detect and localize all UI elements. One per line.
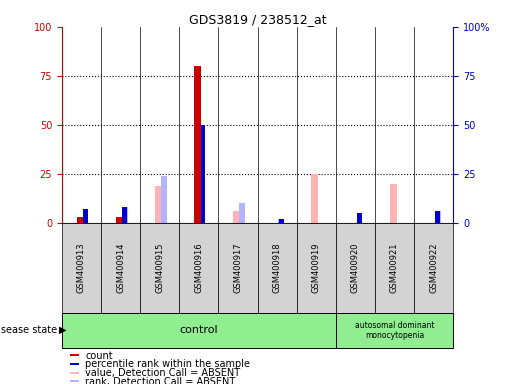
Text: control: control [180, 325, 218, 335]
Bar [70, 354, 79, 356]
Bar [311, 174, 318, 223]
Bar [70, 380, 79, 382]
Bar [194, 66, 200, 223]
Text: GSM400917: GSM400917 [233, 243, 243, 293]
Bar [200, 125, 205, 223]
Bar [279, 219, 284, 223]
Bar [336, 223, 375, 313]
Bar [218, 223, 258, 313]
Text: GSM400922: GSM400922 [429, 243, 438, 293]
Bar [179, 223, 218, 313]
Text: GSM400920: GSM400920 [351, 243, 360, 293]
Text: disease state: disease state [0, 325, 57, 335]
Bar [435, 211, 440, 223]
Text: GSM400919: GSM400919 [312, 243, 321, 293]
Bar [357, 213, 362, 223]
Bar [336, 313, 453, 348]
Bar [140, 223, 179, 313]
Text: rank, Detection Call = ABSENT: rank, Detection Call = ABSENT [85, 377, 235, 384]
Bar [116, 217, 122, 223]
Bar [239, 203, 245, 223]
Text: count: count [85, 351, 113, 361]
Bar [414, 223, 453, 313]
Bar [62, 223, 101, 313]
Bar [83, 209, 89, 223]
Bar [70, 363, 79, 365]
Bar [357, 213, 363, 223]
Text: GSM400916: GSM400916 [194, 243, 203, 293]
Bar [258, 223, 297, 313]
Bar [435, 211, 441, 223]
Text: ▶: ▶ [59, 325, 67, 335]
Text: GSM400914: GSM400914 [116, 243, 125, 293]
Text: GSM400913: GSM400913 [77, 243, 86, 293]
Text: GSM400921: GSM400921 [390, 243, 399, 293]
Bar [122, 207, 127, 223]
Bar [389, 184, 397, 223]
Bar [101, 223, 140, 313]
Bar [297, 223, 336, 313]
Bar [70, 372, 79, 374]
Title: GDS3819 / 238512_at: GDS3819 / 238512_at [188, 13, 327, 26]
Bar [122, 207, 128, 223]
Bar [375, 223, 414, 313]
Text: GSM400918: GSM400918 [272, 243, 282, 293]
Bar [233, 211, 240, 223]
Text: percentile rank within the sample: percentile rank within the sample [85, 359, 250, 369]
Bar [77, 217, 83, 223]
Bar [279, 219, 284, 223]
Bar [62, 313, 336, 348]
Bar [154, 185, 162, 223]
Text: autosomal dominant
monocytopenia: autosomal dominant monocytopenia [355, 321, 434, 340]
Bar [83, 209, 88, 223]
Text: GSM400915: GSM400915 [155, 243, 164, 293]
Text: value, Detection Call = ABSENT: value, Detection Call = ABSENT [85, 368, 241, 378]
Bar [161, 176, 167, 223]
